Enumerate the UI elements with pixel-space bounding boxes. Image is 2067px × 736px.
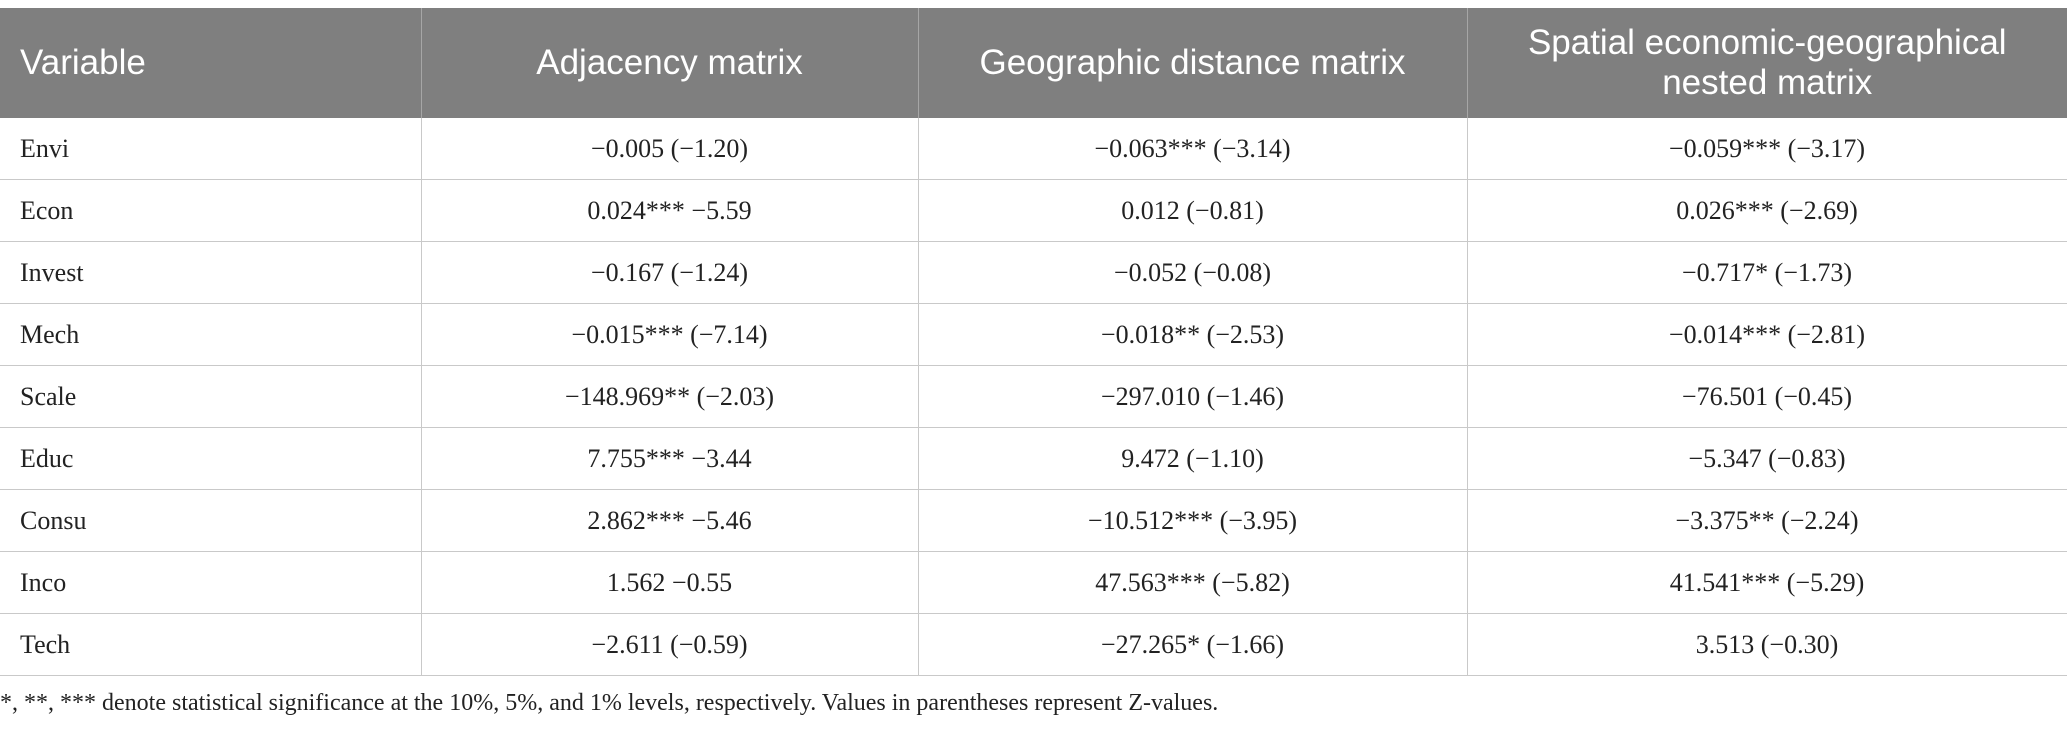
adjacency-cell: 2.862*** −5.46 xyxy=(420,489,918,552)
nested-matrix-cell: 0.026*** (−2.69) xyxy=(1466,179,2067,242)
adjacency-cell: −0.015*** (−7.14) xyxy=(420,303,918,366)
variable-cell: Invest xyxy=(0,241,421,304)
geo-distance-cell: −0.063*** (−3.14) xyxy=(917,118,1467,180)
header-spatial-nested-matrix: Spatial economic-geographical nested mat… xyxy=(1466,8,2067,118)
header-geographic-distance-matrix: Geographic distance matrix xyxy=(917,8,1467,118)
geo-distance-cell: 9.472 (−1.10) xyxy=(917,427,1467,490)
variable-cell: Scale xyxy=(0,365,421,428)
variable-cell: Mech xyxy=(0,303,421,366)
nested-matrix-cell: 3.513 (−0.30) xyxy=(1466,613,2067,676)
adjacency-cell: −148.969** (−2.03) xyxy=(420,365,918,428)
nested-matrix-cell: 41.541*** (−5.29) xyxy=(1466,551,2067,614)
variable-cell: Consu xyxy=(0,489,421,552)
header-adjacency-matrix: Adjacency matrix xyxy=(420,8,918,118)
geo-distance-cell: 0.012 (−0.81) xyxy=(917,179,1467,242)
geo-distance-cell: 47.563*** (−5.82) xyxy=(917,551,1467,614)
table-body: Envi −0.005 (−1.20) −0.063*** (−3.14) −0.05… xyxy=(0,118,2067,676)
nested-matrix-cell: −3.375** (−2.24) xyxy=(1466,489,2067,552)
table-row: Scale −148.969** (−2.03) −297.010 (−1.46) −… xyxy=(0,365,2067,428)
table-row: Consu 2.862*** −5.46 −10.512*** (−3.95) −3.… xyxy=(0,489,2067,552)
variable-cell: Envi xyxy=(0,118,421,180)
table-row: Mech −0.015*** (−7.14) −0.018** (−2.53) −0.… xyxy=(0,303,2067,366)
adjacency-cell: −0.005 (−1.20) xyxy=(420,118,918,180)
nested-matrix-cell: −0.059*** (−3.17) xyxy=(1466,118,2067,180)
header-row: Variable Adjacency matrix Geographic dis… xyxy=(0,8,2067,118)
adjacency-cell: −2.611 (−0.59) xyxy=(420,613,918,676)
table-footnote: *, **, *** denote statistical significan… xyxy=(0,690,1219,716)
nested-matrix-cell: −0.717* (−1.73) xyxy=(1466,241,2067,304)
table-row: Tech −2.611 (−0.59) −27.265* (−1.66) 3.513 … xyxy=(0,613,2067,676)
nested-matrix-cell: −5.347 (−0.83) xyxy=(1466,427,2067,490)
nested-matrix-cell: −76.501 (−0.45) xyxy=(1466,365,2067,428)
geo-distance-cell: −27.265* (−1.66) xyxy=(917,613,1467,676)
regression-table-container: Variable Adjacency matrix Geographic dis… xyxy=(0,8,2067,676)
adjacency-cell: 0.024*** −5.59 xyxy=(420,179,918,242)
table-row: Educ 7.755*** −3.44 9.472 (−1.10) −5.347 (−… xyxy=(0,427,2067,490)
variable-cell: Educ xyxy=(0,427,421,490)
table-row: Envi −0.005 (−1.20) −0.063*** (−3.14) −0.05… xyxy=(0,118,2067,180)
table-row: Inco 1.562 −0.55 47.563*** (−5.82) 41.541**… xyxy=(0,551,2067,614)
geo-distance-cell: −0.052 (−0.08) xyxy=(917,241,1467,304)
table-row: Invest −0.167 (−1.24) −0.052 (−0.08) −0.717… xyxy=(0,241,2067,304)
table-row: Econ 0.024*** −5.59 0.012 (−0.81) 0.026*** … xyxy=(0,179,2067,242)
variable-cell: Tech xyxy=(0,613,421,676)
geo-distance-cell: −297.010 (−1.46) xyxy=(917,365,1467,428)
nested-matrix-cell: −0.014*** (−2.81) xyxy=(1466,303,2067,366)
header-variable: Variable xyxy=(0,8,421,118)
regression-table: Variable Adjacency matrix Geographic dis… xyxy=(0,8,2067,676)
adjacency-cell: 1.562 −0.55 xyxy=(420,551,918,614)
geo-distance-cell: −0.018** (−2.53) xyxy=(917,303,1467,366)
table-header: Variable Adjacency matrix Geographic dis… xyxy=(0,8,2067,118)
geo-distance-cell: −10.512*** (−3.95) xyxy=(917,489,1467,552)
adjacency-cell: −0.167 (−1.24) xyxy=(420,241,918,304)
adjacency-cell: 7.755*** −3.44 xyxy=(420,427,918,490)
variable-cell: Econ xyxy=(0,179,421,242)
variable-cell: Inco xyxy=(0,551,421,614)
